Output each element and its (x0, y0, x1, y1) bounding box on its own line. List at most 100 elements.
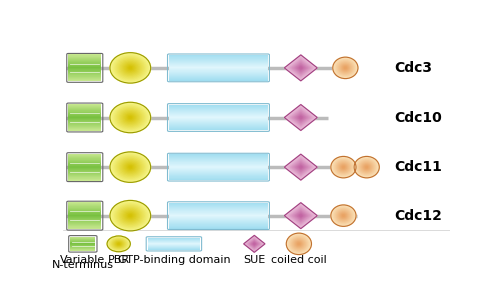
Ellipse shape (356, 158, 378, 176)
Ellipse shape (119, 59, 142, 76)
Ellipse shape (292, 237, 306, 250)
Ellipse shape (114, 240, 124, 247)
Bar (68, 177, 101, 178)
Bar (169, 70, 268, 71)
Bar (68, 173, 101, 174)
Polygon shape (285, 105, 316, 130)
Polygon shape (296, 212, 306, 219)
Ellipse shape (334, 58, 356, 77)
Ellipse shape (334, 207, 353, 224)
Bar (68, 170, 101, 171)
Polygon shape (253, 243, 256, 245)
Bar (70, 246, 96, 247)
Bar (70, 250, 96, 251)
Polygon shape (295, 63, 306, 72)
Bar (68, 106, 101, 107)
Polygon shape (292, 61, 310, 75)
Ellipse shape (336, 209, 351, 222)
Polygon shape (294, 161, 308, 173)
Ellipse shape (120, 60, 141, 76)
Bar (169, 173, 268, 174)
Polygon shape (296, 164, 305, 171)
Ellipse shape (116, 57, 145, 79)
Bar (169, 166, 268, 167)
Bar (169, 75, 268, 76)
Bar (169, 71, 268, 72)
Polygon shape (296, 65, 305, 71)
Bar (68, 154, 101, 155)
Ellipse shape (364, 165, 370, 170)
Bar (70, 247, 96, 248)
Ellipse shape (298, 243, 300, 244)
Polygon shape (284, 154, 318, 180)
Bar (169, 164, 268, 165)
Bar (68, 208, 101, 209)
Bar (70, 239, 96, 240)
Ellipse shape (337, 210, 350, 221)
Ellipse shape (116, 205, 144, 226)
Ellipse shape (296, 241, 302, 247)
Bar (68, 104, 101, 105)
Bar (68, 157, 101, 158)
Ellipse shape (118, 108, 144, 127)
Bar (68, 60, 101, 61)
Ellipse shape (342, 214, 345, 217)
Bar (68, 156, 101, 157)
Ellipse shape (113, 203, 148, 229)
Ellipse shape (126, 213, 134, 219)
Bar (68, 223, 101, 224)
Bar (68, 113, 101, 114)
Ellipse shape (332, 206, 355, 226)
Bar (169, 222, 268, 223)
Polygon shape (250, 240, 259, 248)
Bar (68, 62, 101, 63)
Ellipse shape (355, 157, 378, 177)
Ellipse shape (112, 153, 149, 181)
Ellipse shape (118, 157, 144, 177)
Polygon shape (244, 236, 264, 252)
Ellipse shape (112, 104, 148, 131)
Bar (169, 113, 268, 114)
Ellipse shape (128, 214, 132, 217)
Ellipse shape (115, 56, 146, 79)
Ellipse shape (116, 205, 145, 226)
Ellipse shape (336, 59, 355, 76)
Ellipse shape (340, 213, 347, 219)
Polygon shape (294, 210, 308, 221)
Ellipse shape (120, 110, 141, 125)
Bar (68, 110, 101, 111)
Bar (68, 180, 101, 181)
Bar (169, 80, 268, 81)
Polygon shape (290, 159, 312, 176)
Ellipse shape (115, 204, 146, 227)
Ellipse shape (334, 58, 357, 78)
Bar (169, 122, 268, 123)
Ellipse shape (111, 103, 150, 132)
Bar (70, 248, 96, 249)
Bar (169, 69, 268, 70)
Bar (169, 206, 268, 207)
Bar (169, 162, 268, 163)
Ellipse shape (116, 107, 145, 128)
Ellipse shape (336, 161, 350, 173)
Bar (169, 77, 268, 78)
Ellipse shape (290, 236, 308, 252)
Ellipse shape (340, 63, 351, 73)
Bar (169, 220, 268, 221)
Polygon shape (298, 65, 304, 71)
Ellipse shape (114, 105, 146, 130)
Ellipse shape (334, 58, 357, 78)
Bar (68, 162, 101, 163)
Bar (68, 112, 101, 113)
Bar (68, 222, 101, 223)
Bar (68, 71, 101, 72)
Ellipse shape (338, 62, 352, 74)
Bar (68, 108, 101, 109)
Bar (169, 64, 268, 65)
Ellipse shape (364, 166, 368, 169)
Bar (169, 221, 268, 222)
Polygon shape (298, 213, 304, 218)
Ellipse shape (342, 64, 349, 71)
Ellipse shape (341, 214, 346, 218)
Polygon shape (250, 241, 258, 247)
